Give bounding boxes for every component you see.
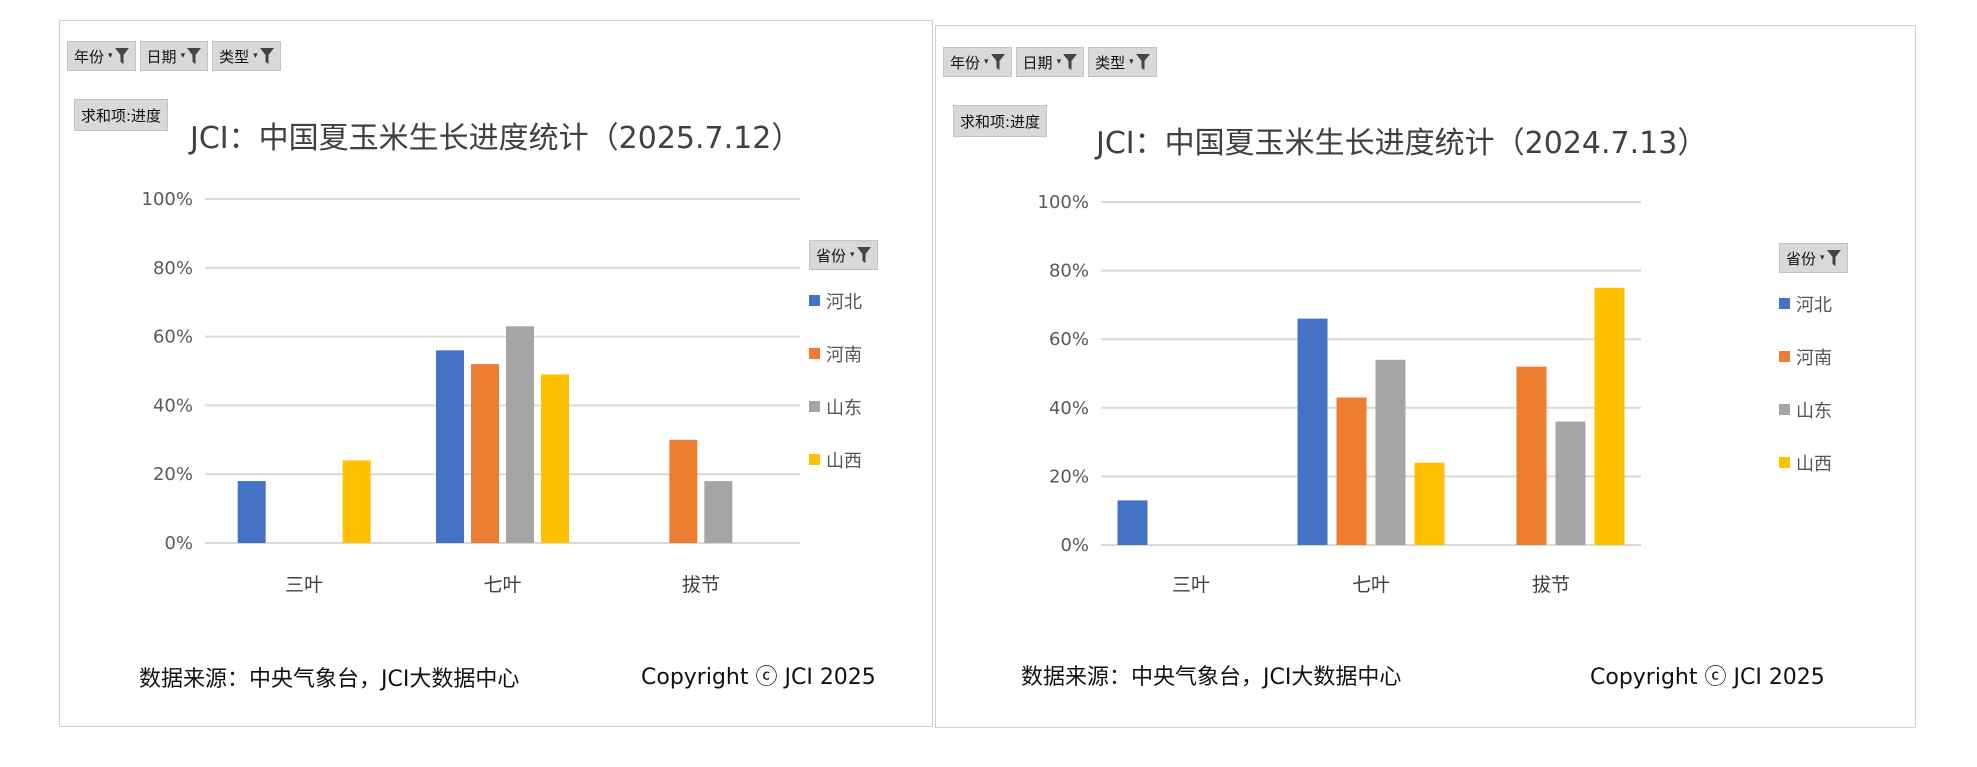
bar-河南 [1336,397,1367,545]
legend: 省份 ▾ 河北河南山东山西 [1779,243,1848,489]
legend-item: 山西 [809,433,878,486]
bar-河南 [471,364,499,543]
y-tick-label: 0% [1060,535,1089,556]
filter-label-type: 类型 [1095,53,1126,72]
filter-label-date: 日期 [1022,53,1053,72]
filter-bar: 年份 ▾ 日期 ▾ 类型 ▾ [67,41,281,71]
legend-item: 河北 [1779,277,1848,330]
filter-label-date: 日期 [146,47,177,66]
x-category-label: 三叶 [285,574,323,596]
y-tick-label: 100% [142,189,193,210]
legend-field-label: 省份 [1786,249,1817,268]
legend-item: 河南 [809,327,878,380]
legend-swatch [809,348,820,359]
data-source-text: 数据来源：中央气象台，JCI大数据中心 [139,667,520,692]
filter-label-year: 年份 [74,47,105,66]
legend-swatch [809,295,820,306]
chart-title: JCI：中国夏玉米生长进度统计（2024.7.13） [1096,126,1708,161]
x-category-label: 拔节 [1532,574,1570,596]
bar-山西 [1414,462,1445,545]
chart-panel-2024: 年份 ▾ 日期 ▾ 类型 ▾ 求和项:进度 JCI：中国夏玉米生长进度统计（20… [935,25,1916,728]
bar-山东 [1555,421,1586,545]
legend-label: 山西 [1796,453,1832,475]
legend-label: 山东 [1796,400,1832,422]
bar-山西 [342,460,371,543]
filter-label-year: 年份 [950,53,981,72]
bar-河南 [1516,366,1547,545]
legend-label: 河南 [1796,347,1832,369]
copyright-text: Copyright ⓒ JCI 2025 [641,665,876,690]
legend-item: 山东 [809,380,878,433]
funnel-filter-icon: ▾ [108,48,129,64]
legend-swatch [809,401,820,412]
x-category-label: 三叶 [1172,574,1210,596]
legend-item: 山西 [1779,436,1848,489]
legend-label: 山东 [826,397,862,419]
legend-label: 河南 [826,344,862,366]
legend-swatch [1779,457,1790,468]
bar-河南 [669,439,698,543]
filter-button-date[interactable]: 日期 ▾ [1015,47,1085,77]
y-tick-label: 40% [1049,398,1089,419]
y-tick-label: 0% [164,533,193,554]
funnel-filter-icon: ▾ [1057,54,1078,70]
bar-chart-2024: 0% 20% 40% 60% 80% 100% 三叶 七叶 拔节 [1038,192,1641,596]
value-field-button[interactable]: 求和项:进度 [953,105,1048,137]
legend-field-button[interactable]: 省份 ▾ [809,240,878,270]
bar-山西 [541,374,569,543]
y-tick-label: 20% [153,464,193,485]
legend-label: 河北 [826,291,862,313]
legend-swatch [1779,404,1790,415]
legend-label: 山西 [826,450,862,472]
funnel-filter-icon: ▾ [253,48,274,64]
legend-field-label: 省份 [816,246,847,265]
bar-chart-2025: 0% 20% 40% 60% 80% 100% 三叶 七叶 拔节 [142,189,800,596]
y-tick-label: 60% [1049,329,1089,350]
filter-button-type[interactable]: 类型 ▾ [1088,47,1157,77]
funnel-filter-icon: ▾ [1129,54,1150,70]
bar-山东 [1375,359,1406,545]
y-tick-label: 100% [1038,192,1089,213]
legend-swatch [809,454,820,465]
y-tick-label: 60% [153,327,193,348]
y-tick-label: 40% [153,395,193,416]
funnel-filter-icon: ▾ [1820,250,1841,266]
legend-item: 河北 [809,274,878,327]
filter-button-year[interactable]: 年份 ▾ [67,41,136,71]
chart-title: JCI：中国夏玉米生长进度统计（2025.7.12） [190,121,802,156]
filter-bar: 年份 ▾ 日期 ▾ 类型 ▾ [943,47,1157,77]
y-tick-label: 80% [1049,261,1089,282]
funnel-filter-icon: ▾ [181,48,202,64]
bar-河北 [436,350,464,543]
bar-山西 [1594,287,1625,545]
filter-button-date[interactable]: 日期 ▾ [139,41,209,71]
funnel-filter-icon: ▾ [984,54,1005,70]
funnel-filter-icon: ▾ [850,247,871,263]
x-category-label: 七叶 [483,574,521,596]
x-category-label: 拔节 [682,574,720,596]
legend-swatch [1779,351,1790,362]
legend-item: 河南 [1779,330,1848,383]
filter-button-year[interactable]: 年份 ▾ [943,47,1012,77]
filter-button-type[interactable]: 类型 ▾ [212,41,281,71]
bar-河北 [1117,500,1148,545]
bar-河北 [1297,318,1328,545]
value-field-button[interactable]: 求和项:进度 [74,99,169,131]
legend: 省份 ▾ 河北河南山东山西 [809,240,878,486]
chart-panel-2025: 年份 ▾ 日期 ▾ 类型 ▾ 求和项:进度 JCI：中国夏玉米生长进度统计（20… [59,20,933,727]
legend-item: 山东 [1779,383,1848,436]
data-source-text: 数据来源：中央气象台，JCI大数据中心 [1021,665,1402,690]
y-tick-label: 20% [1049,466,1089,487]
copyright-text: Copyright ⓒ JCI 2025 [1590,665,1825,690]
x-category-label: 七叶 [1352,574,1390,596]
legend-label: 河北 [1796,294,1832,316]
legend-field-button[interactable]: 省份 ▾ [1779,243,1848,273]
y-tick-label: 80% [153,258,193,279]
bar-山东 [704,481,733,543]
filter-label-type: 类型 [219,47,250,66]
bar-河北 [237,481,266,543]
legend-swatch [1779,298,1790,309]
bar-山东 [506,326,534,543]
